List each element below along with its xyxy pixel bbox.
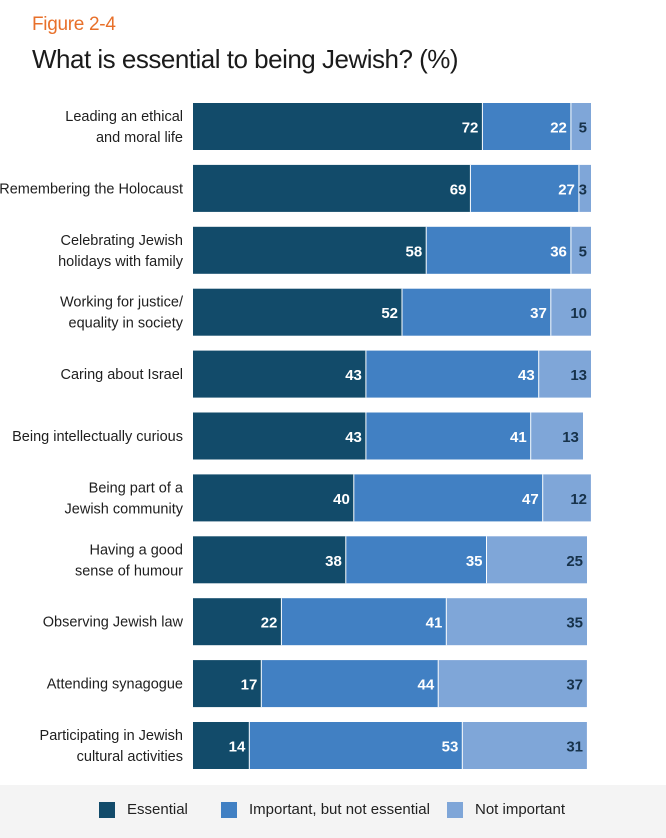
- category-label: Caring about Israel: [60, 367, 183, 383]
- data-label-not-important: 13: [570, 367, 587, 384]
- bar-segment-essential: [193, 598, 282, 646]
- data-label-essential: 43: [345, 367, 362, 384]
- data-label-essential: 58: [406, 243, 423, 260]
- bar-segment-important: [353, 474, 543, 522]
- bar-segment-not-important: [550, 288, 591, 336]
- data-label-essential: 38: [325, 553, 342, 570]
- bar-segment-not-important: [462, 722, 587, 769]
- bar-segment-essential: [193, 536, 346, 584]
- bar-segment-not-important: [446, 598, 587, 646]
- category-label: Celebrating Jewish: [60, 233, 183, 249]
- category-label: Jewish community: [65, 501, 184, 517]
- bar-segment-important: [365, 412, 531, 460]
- category-label: Working for justice/: [60, 295, 184, 311]
- data-label-not-important: 3: [579, 181, 587, 198]
- data-label-not-important: 12: [570, 491, 587, 508]
- legend-item-important: Important, but not essential: [221, 801, 430, 818]
- bar-segment-essential: [193, 412, 366, 460]
- data-label-important: 37: [530, 305, 547, 322]
- category-label: Leading an ethical: [65, 109, 183, 125]
- data-label-important: 53: [442, 739, 459, 756]
- bar-segment-not-important: [438, 660, 587, 708]
- category-label: cultural activities: [77, 749, 183, 765]
- data-label-important: 35: [466, 553, 483, 570]
- data-label-essential: 17: [241, 677, 258, 694]
- bar-segment-essential: [193, 660, 262, 708]
- bar-segment-not-important: [538, 350, 591, 398]
- bar-segment-essential: [193, 103, 483, 150]
- bar-segment-not-important: [542, 474, 591, 522]
- data-label-not-important: 10: [570, 305, 587, 322]
- data-label-not-important: 37: [566, 677, 583, 694]
- category-label: Being part of a: [89, 480, 184, 496]
- bar-segment-important: [470, 164, 579, 212]
- data-label-essential: 72: [462, 120, 479, 137]
- data-label-not-important: 13: [562, 429, 579, 446]
- legend-label-not-important: Not important: [475, 801, 566, 818]
- category-label: Observing Jewish law: [43, 615, 184, 631]
- bar-segment-essential: [193, 164, 471, 212]
- bar-segment-essential: [193, 288, 402, 336]
- category-label: equality in society: [69, 316, 184, 332]
- data-label-important: 41: [426, 615, 443, 632]
- data-label-important: 43: [518, 367, 535, 384]
- bar-segment-essential: [193, 722, 250, 769]
- data-label-important: 44: [418, 677, 435, 694]
- category-label: and moral life: [96, 130, 183, 146]
- legend-label-important: Important, but not essential: [249, 801, 430, 818]
- data-label-not-important: 31: [566, 739, 583, 756]
- data-label-important: 41: [510, 429, 527, 446]
- data-label-not-important: 35: [566, 615, 583, 632]
- data-label-important: 36: [550, 243, 567, 260]
- category-label: sense of humour: [75, 563, 183, 579]
- legend-swatch-essential: [99, 801, 115, 818]
- bar-segment-important: [281, 598, 447, 646]
- category-label: Remembering the Holocaust: [0, 181, 183, 197]
- bar-segment-not-important: [486, 536, 587, 584]
- figure-label: Figure 2-4: [32, 14, 116, 35]
- legend-item-essential: Essential: [99, 801, 188, 818]
- category-label: Having a good: [89, 542, 183, 558]
- category-label: Being intellectually curious: [12, 429, 183, 445]
- bar-segment-important: [402, 288, 551, 336]
- bar-segment-important: [249, 722, 463, 769]
- data-label-essential: 40: [333, 491, 350, 508]
- category-label: holidays with family: [58, 254, 184, 270]
- data-label-important: 27: [558, 181, 575, 198]
- legend-label-essential: Essential: [127, 801, 188, 818]
- bar-segment-essential: [193, 226, 427, 274]
- bar-segment-not-important: [530, 412, 583, 460]
- bar-segment-not-important: [570, 103, 591, 150]
- data-label-essential: 22: [261, 615, 278, 632]
- bar-segment-essential: [193, 474, 354, 522]
- data-label-not-important: 5: [579, 120, 587, 137]
- data-label-essential: 43: [345, 429, 362, 446]
- data-label-not-important: 25: [566, 553, 583, 570]
- legend-swatch-important: [221, 801, 237, 818]
- stacked-bar-chart: Leading an ethical and moral life 72 22 5 Rem…: [0, 103, 591, 769]
- bar-segment-important: [482, 103, 571, 150]
- data-label-not-important: 5: [579, 243, 587, 260]
- data-label-essential: 14: [229, 739, 246, 756]
- legend-swatch-not-important: [447, 801, 463, 818]
- bar-segment-important: [365, 350, 539, 398]
- legend-item-not-important: Not important: [447, 801, 565, 818]
- chart-title: What is essential to being Jewish? (%): [32, 44, 459, 74]
- data-label-important: 22: [550, 120, 567, 137]
- data-label-essential: 52: [381, 305, 398, 322]
- bar-segment-essential: [193, 350, 366, 398]
- bar-segment-important: [345, 536, 487, 584]
- bar-segment-not-important: [570, 226, 591, 274]
- data-label-essential: 69: [450, 181, 467, 198]
- bar-segment-important: [261, 660, 439, 708]
- bar-segment-not-important: [578, 164, 591, 212]
- data-label-important: 47: [522, 491, 539, 508]
- category-label: Attending synagogue: [47, 677, 183, 693]
- legend: Essential Important, but not essential N…: [0, 785, 666, 838]
- bar-segment-important: [426, 226, 571, 274]
- category-label: Participating in Jewish: [40, 728, 183, 744]
